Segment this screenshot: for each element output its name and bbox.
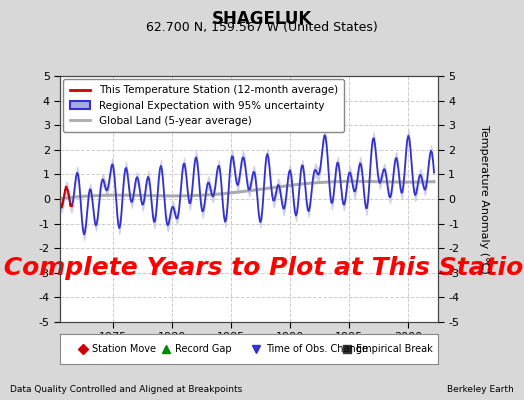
Y-axis label: Temperature Anomaly (°C): Temperature Anomaly (°C) [478, 125, 488, 273]
Legend: This Temperature Station (12-month average), Regional Expectation with 95% uncer: This Temperature Station (12-month avera… [63, 79, 344, 132]
Text: Station Move: Station Move [92, 344, 156, 354]
Text: Empirical Break: Empirical Break [356, 344, 433, 354]
Text: Berkeley Earth: Berkeley Earth [447, 385, 514, 394]
Text: 62.700 N, 159.567 W (United States): 62.700 N, 159.567 W (United States) [146, 21, 378, 34]
Text: Time of Obs. Change: Time of Obs. Change [266, 344, 368, 354]
Text: Data Quality Controlled and Aligned at Breakpoints: Data Quality Controlled and Aligned at B… [10, 385, 243, 394]
Text: Record Gap: Record Gap [176, 344, 232, 354]
Text: SHAGELUK: SHAGELUK [212, 10, 312, 28]
Text: No Complete Years to Plot at This Station: No Complete Years to Plot at This Statio… [0, 256, 524, 280]
